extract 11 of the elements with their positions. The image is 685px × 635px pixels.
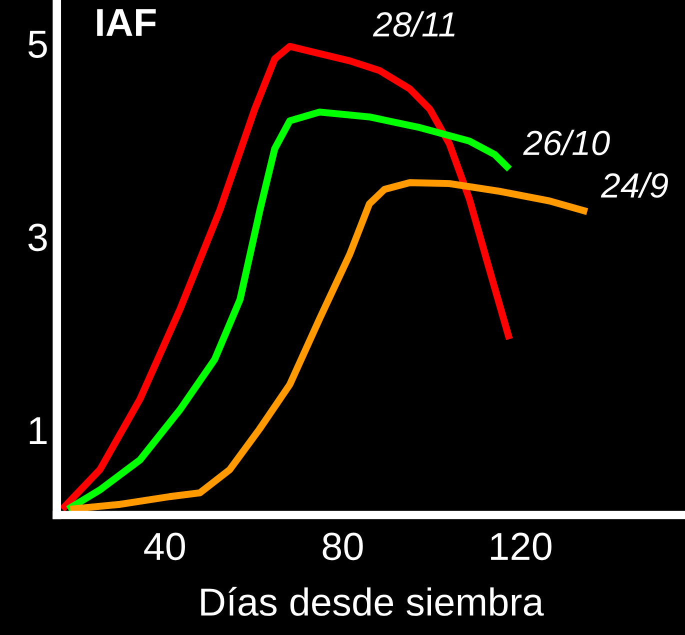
y-axis-title: IAF <box>97 9 156 36</box>
series-label: 26/10 <box>523 130 610 156</box>
x-tick-label: 120 <box>491 532 552 560</box>
x-tick-label: 80 <box>322 532 363 560</box>
series-label: 24/9 <box>600 172 668 198</box>
y-tick-label: 5 <box>28 30 47 58</box>
y-tick-label: 1 <box>30 417 47 444</box>
series-label: 28/11 <box>372 11 455 37</box>
x-tick-label: 40 <box>144 532 185 560</box>
x-axis-title: Días desde siembra <box>201 586 544 616</box>
y-tick-label: 3 <box>28 224 47 252</box>
